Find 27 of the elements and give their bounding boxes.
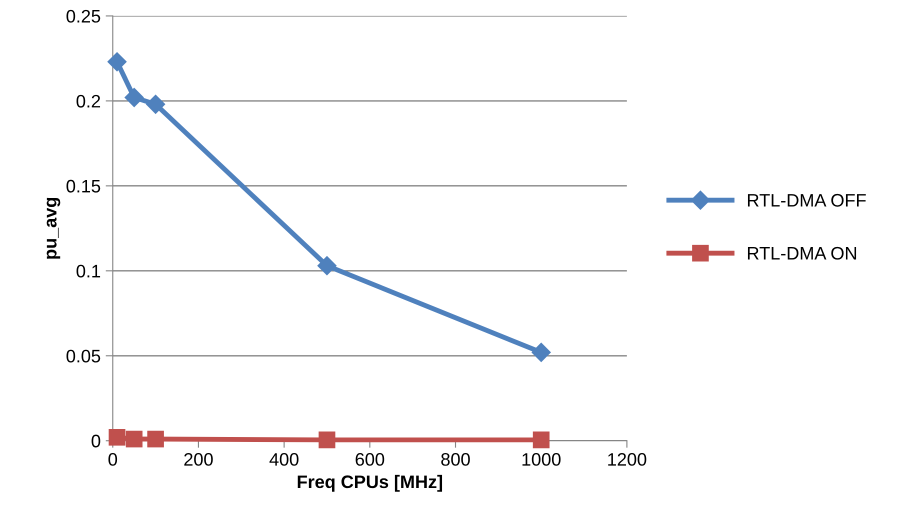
- y-tick-label: 0.25: [66, 10, 100, 23]
- legend-label: RTL-DMA OFF: [748, 194, 866, 207]
- y-axis-title: pu_avg: [46, 198, 60, 259]
- point: [126, 430, 143, 448]
- x-tick-label: 200: [184, 453, 213, 466]
- y-tick-label: 0.05: [66, 350, 100, 362]
- point: [146, 94, 166, 114]
- point: [108, 52, 127, 72]
- y-tick-label: 0.15: [66, 180, 100, 193]
- point: [124, 88, 144, 108]
- point: [318, 432, 336, 448]
- x-tick-label: 0: [108, 453, 118, 466]
- x-axis-title: Freq CPUs [MHz]: [298, 474, 442, 492]
- x-tick-label: 800: [441, 453, 470, 466]
- point: [147, 430, 164, 448]
- point: [108, 429, 126, 446]
- point: [317, 256, 337, 276]
- y-tick-label: 0: [92, 434, 100, 448]
- x-tick-label: 400: [269, 453, 298, 466]
- point: [532, 342, 551, 362]
- point: [532, 432, 550, 448]
- y-tick-label: 0.2: [76, 94, 100, 108]
- y-tick-label: 0.1: [76, 264, 100, 278]
- x-tick-label: 1200: [608, 453, 646, 466]
- x-tick-label: 1000: [522, 453, 561, 466]
- legend-label: RTL-DMA ON: [748, 246, 856, 260]
- x-tick-label: 600: [356, 453, 384, 466]
